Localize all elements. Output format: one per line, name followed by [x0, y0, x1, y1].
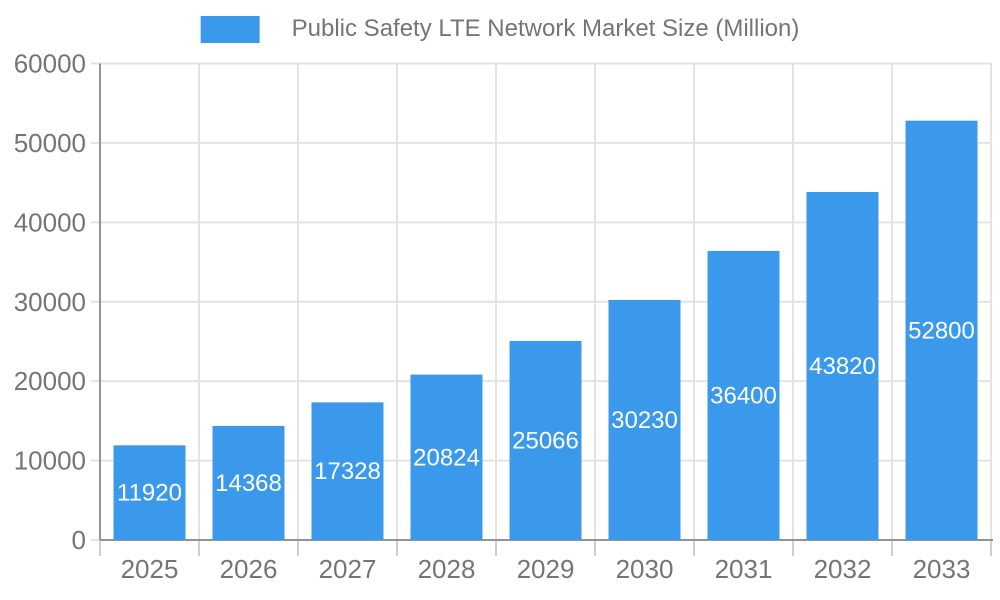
bar-2030[interactable] [608, 299, 681, 540]
bar-value-label-2033: 52800 [908, 317, 975, 344]
x-axis-tick-label-2028: 2028 [418, 554, 476, 584]
y-axis-tick-label: 30000 [14, 287, 86, 317]
bar-value-label-2027: 17328 [314, 458, 381, 485]
bar-2031[interactable] [707, 250, 780, 540]
y-axis-tick-label: 60000 [14, 49, 86, 79]
x-axis-tick-label-2029: 2029 [517, 554, 575, 584]
x-axis-tick-label-2032: 2032 [814, 554, 872, 584]
legend-label: Public Safety LTE Network Market Size (M… [291, 15, 800, 42]
bar-value-label-2029: 25066 [512, 427, 579, 454]
bar-value-label-2030: 30230 [611, 407, 678, 434]
x-axis-tick-label-2031: 2031 [715, 554, 773, 584]
bar-2033[interactable] [905, 120, 978, 541]
bar-2027[interactable] [311, 402, 384, 540]
bar-value-label-2031: 36400 [710, 382, 777, 409]
y-axis-tick-label: 50000 [14, 128, 86, 158]
bar-2029[interactable] [509, 340, 582, 540]
bar-value-label-2026: 14368 [215, 470, 282, 497]
y-axis-tick-label: 20000 [14, 366, 86, 396]
bar-value-label-2025: 11920 [117, 480, 182, 507]
x-axis-tick-label-2026: 2026 [220, 554, 278, 584]
x-axis-tick-label-2025: 2025 [121, 554, 179, 584]
y-axis-tick-label: 0 [72, 525, 86, 555]
x-axis-tick-label-2030: 2030 [616, 554, 674, 584]
chart-legend-item[interactable]: Public Safety LTE Network Market Size (M… [200, 14, 800, 44]
bar-2032[interactable] [806, 191, 879, 541]
legend-swatch [200, 15, 260, 43]
bar-2026[interactable] [212, 425, 285, 540]
bar-value-label-2032: 43820 [809, 353, 876, 380]
bar-2025[interactable] [113, 445, 186, 540]
x-axis-tick-label-2027: 2027 [319, 554, 377, 584]
bar-2028[interactable] [410, 374, 483, 540]
y-axis-tick-label: 40000 [14, 207, 86, 237]
bar-value-label-2028: 20824 [413, 444, 480, 471]
x-axis-tick-label-2033: 2033 [913, 554, 971, 584]
y-axis-tick-label: 10000 [14, 446, 86, 476]
